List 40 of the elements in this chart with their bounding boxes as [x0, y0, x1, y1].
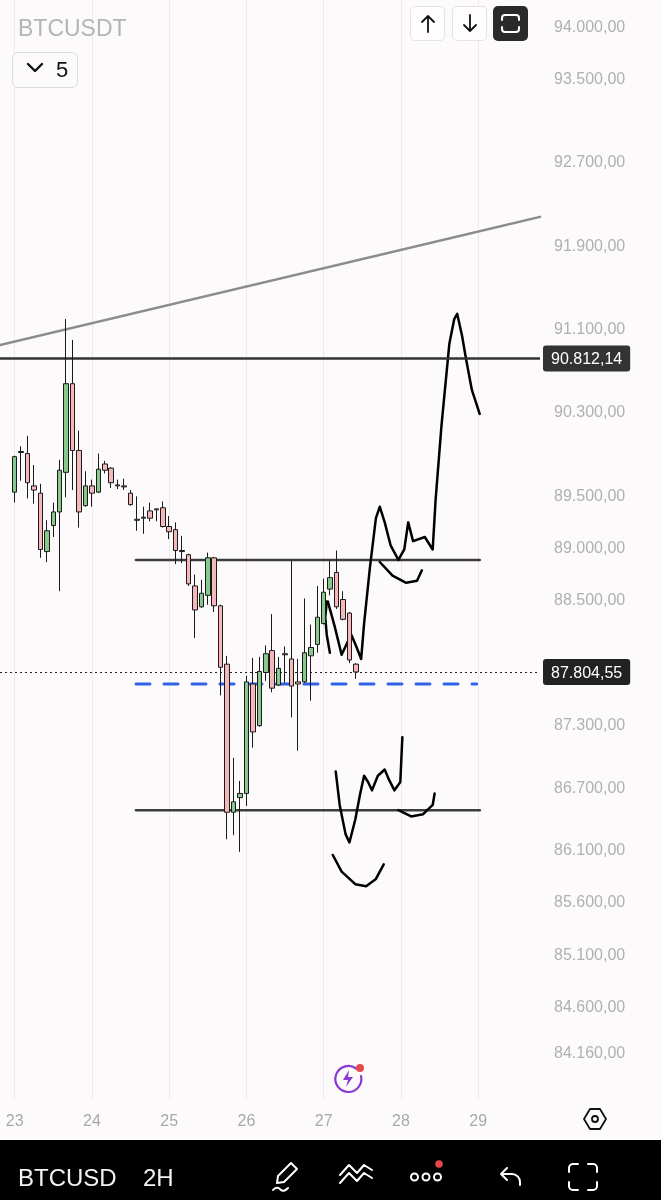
y-tick-label: 93.500,00: [554, 69, 626, 87]
text: BTCUSD: [18, 1164, 117, 1192]
candlestick: [134, 495, 140, 532]
y-tick-label: 85.100,00: [554, 945, 626, 963]
candlestick: [25, 435, 30, 499]
y-tick-label: 94.000,00: [554, 17, 626, 35]
candlestick: [186, 553, 191, 587]
x-tick-label: 29: [469, 1111, 488, 1129]
y-tick-label: 85.600,00: [554, 893, 626, 911]
y-tick-label: 89.500,00: [554, 486, 626, 504]
x-tick-label: 26: [237, 1111, 256, 1129]
ref-line-label: 90.812,14: [551, 349, 623, 367]
x-tick-label: 23: [5, 1111, 24, 1129]
line-series: [334, 735, 404, 844]
y-tick-label: 92.700,00: [554, 153, 626, 171]
line-series: [378, 560, 424, 585]
y-tick-label: 89.000,00: [554, 538, 626, 556]
ref-line-label: 87.804,55: [551, 663, 623, 681]
y-tick-label: 90.300,00: [554, 403, 626, 421]
x-tick-label: 28: [392, 1111, 410, 1129]
y-tick-label: 91.100,00: [554, 319, 626, 337]
text: 2H: [143, 1164, 174, 1192]
candlestick: [18, 445, 24, 482]
candlestick: [31, 464, 37, 505]
text: BTCUSDT: [18, 14, 127, 41]
y-tick-label: 86.100,00: [554, 841, 626, 859]
y-tick-label: 91.900,00: [554, 236, 626, 254]
x-tick-label: 24: [83, 1111, 101, 1129]
candlestick: [128, 489, 133, 507]
annotation: 5: [56, 57, 69, 83]
line-series: [331, 853, 385, 888]
y-tick-label: 84.600,00: [554, 997, 626, 1015]
y-tick-label: 84.160,00: [554, 1043, 626, 1061]
line-series: [397, 792, 436, 818]
y-tick-label: 88.500,00: [554, 591, 626, 609]
candlestick: [12, 455, 17, 504]
x-tick-label: 25: [160, 1111, 179, 1129]
x-tick-label: 27: [314, 1111, 333, 1129]
y-tick-label: 87.300,00: [554, 716, 626, 734]
y-tick-label: 86.700,00: [554, 778, 626, 796]
